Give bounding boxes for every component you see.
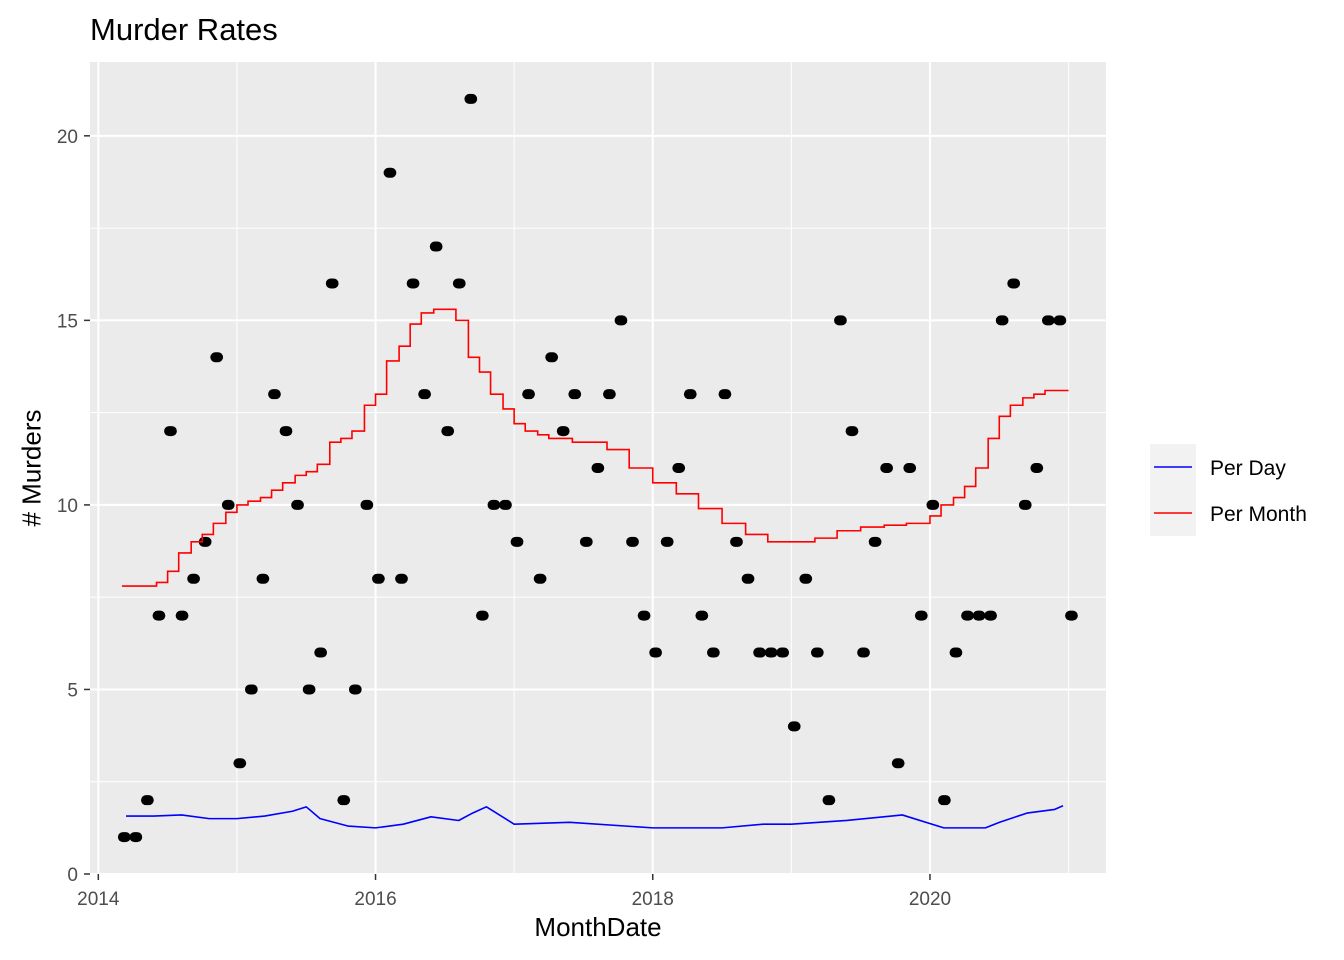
legend: Per Day Per Month: [1150, 444, 1307, 536]
x-tick-label: 2014: [77, 889, 120, 910]
y-axis-title: # Murders: [16, 409, 47, 527]
y-tick-label: 10: [57, 496, 78, 517]
points-layer: [117, 93, 1078, 843]
lines-layer: [121, 308, 1069, 829]
grid-minor: [90, 62, 1106, 874]
x-tick-label: 2020: [909, 889, 951, 910]
x-tick-label: 2016: [354, 889, 396, 910]
y-tick-label: 0: [67, 865, 78, 886]
axes-layer: 2014 2016 2018 2020 0 5 10 15 20: [57, 127, 951, 910]
legend-label-per-day: Per Day: [1210, 457, 1286, 480]
x-axis-title: MonthDate: [534, 912, 662, 942]
series-line-per-month: [121, 308, 1069, 587]
x-tick-label: 2018: [632, 889, 674, 910]
y-tick-label: 5: [67, 680, 78, 701]
y-tick-label: 20: [57, 127, 78, 148]
legend-label-per-month: Per Month: [1210, 503, 1307, 526]
series-line-per-day: [126, 804, 1064, 829]
chart-title: Murder Rates: [90, 12, 278, 47]
y-tick-label: 15: [57, 311, 78, 332]
